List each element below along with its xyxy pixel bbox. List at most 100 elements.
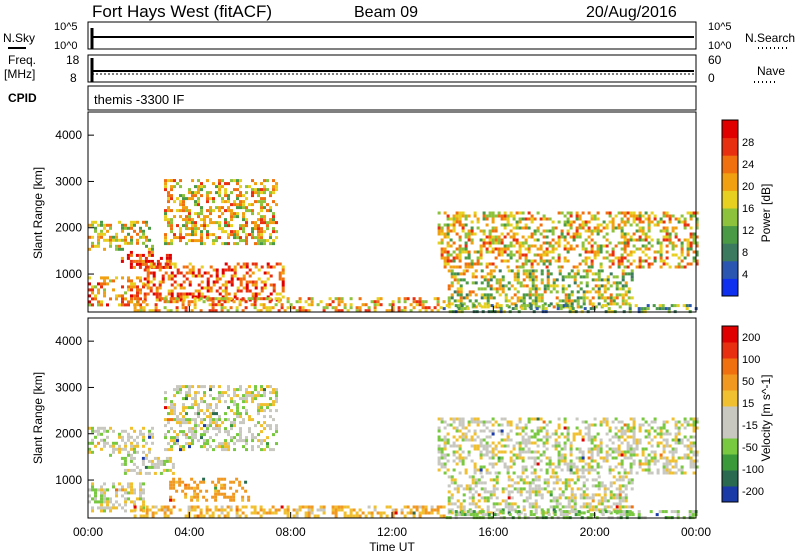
- echo-cell: [653, 217, 657, 221]
- echo-cell: [450, 284, 454, 288]
- echo-cell: [620, 262, 624, 266]
- echo-cell: [552, 508, 556, 512]
- echo-cell: [370, 511, 374, 515]
- echo-cell: [97, 429, 100, 433]
- echo-cell: [191, 295, 195, 299]
- echo-cell: [695, 459, 699, 463]
- echo-cell: [100, 285, 103, 289]
- echo-cell: [527, 420, 531, 424]
- echo-cell: [662, 456, 666, 460]
- colorbar-segment: [722, 172, 738, 191]
- echo-cell: [483, 487, 487, 491]
- echo-cell: [334, 297, 338, 301]
- echo-cell: [124, 441, 127, 445]
- echo-cell: [244, 489, 248, 493]
- echo-cell: [539, 453, 543, 457]
- echo-cell: [659, 229, 663, 233]
- echo-cell: [482, 465, 486, 469]
- echo-cell: [495, 302, 499, 306]
- echo-cell: [497, 441, 501, 445]
- echo-cell: [485, 262, 489, 266]
- echo-cell: [260, 439, 263, 443]
- echo-cell: [167, 194, 170, 198]
- echo-cell: [167, 442, 170, 446]
- echo-cell: [200, 427, 203, 431]
- echo-cell: [606, 487, 610, 491]
- echo-cell: [606, 281, 610, 285]
- echo-cell: [623, 265, 627, 269]
- echo-cell: [503, 235, 507, 239]
- echo-cell: [161, 280, 165, 284]
- echo-cell: [412, 505, 416, 509]
- echo-cell: [498, 502, 502, 506]
- echo-cell: [612, 496, 616, 500]
- echo-cell: [536, 262, 540, 266]
- echo-cell: [602, 417, 606, 421]
- echo-cell: [470, 420, 474, 424]
- echo-cell: [218, 430, 221, 434]
- echo-cell: [278, 274, 282, 278]
- echo-cell: [632, 459, 636, 463]
- echo-cell: [561, 481, 565, 485]
- echo-cell: [528, 287, 532, 291]
- echo-cell: [596, 229, 600, 233]
- echo-cell: [319, 300, 323, 304]
- echo-cell: [567, 299, 571, 303]
- echo-cell: [587, 211, 591, 215]
- echo-cell: [233, 200, 236, 204]
- echo-cell: [629, 250, 633, 254]
- echo-cell: [518, 420, 522, 424]
- echo-cell: [650, 262, 654, 266]
- echo-cell: [581, 226, 585, 230]
- echo-cell: [233, 265, 237, 269]
- echo-cell: [256, 511, 260, 515]
- echo-cell: [218, 292, 222, 296]
- echo-cell: [205, 511, 209, 515]
- echo-cell: [304, 309, 308, 313]
- echo-cell: [539, 426, 543, 430]
- echo-cell: [295, 511, 299, 515]
- echo-cell: [584, 432, 588, 436]
- echo-cell: [129, 253, 133, 257]
- echo-cell: [480, 481, 484, 485]
- echo-cell: [600, 278, 604, 282]
- echo-cell: [606, 278, 610, 282]
- echo-cell: [527, 435, 531, 439]
- echo-cell: [91, 426, 94, 430]
- echo-cell: [573, 275, 577, 279]
- echo-cell: [611, 441, 615, 445]
- echo-cell: [230, 191, 233, 195]
- echo-cell: [450, 269, 454, 273]
- echo-cell: [446, 256, 450, 260]
- echo-cell: [570, 499, 574, 503]
- echo-cell: [653, 453, 657, 457]
- echo-cell: [644, 244, 648, 248]
- echo-cell: [597, 269, 601, 273]
- echo-cell: [91, 450, 94, 454]
- echo-cell: [144, 259, 148, 263]
- echo-cell: [456, 490, 460, 494]
- echo-cell: [88, 488, 91, 492]
- echo-cell: [191, 239, 194, 243]
- echo-cell: [593, 229, 597, 233]
- echo-cell: [464, 456, 468, 460]
- echo-cell: [468, 290, 472, 294]
- echo-cell: [421, 306, 425, 310]
- echo-cell: [680, 441, 684, 445]
- echo-cell: [683, 226, 687, 230]
- echo-cell: [281, 289, 285, 293]
- echo-cell: [635, 438, 639, 442]
- echo-cell: [612, 281, 616, 285]
- echo-cell: [167, 206, 170, 210]
- echo-cell: [590, 238, 594, 242]
- nsky-label: N.Sky: [3, 31, 35, 45]
- echo-cell: [409, 309, 413, 313]
- echo-cell: [531, 293, 535, 297]
- echo-cell: [169, 300, 173, 304]
- echo-cell: [200, 185, 203, 189]
- echo-cell: [218, 418, 221, 422]
- echo-cell: [481, 513, 485, 517]
- echo-cell: [590, 441, 594, 445]
- echo-cell: [482, 423, 486, 427]
- echo-cell: [518, 456, 522, 460]
